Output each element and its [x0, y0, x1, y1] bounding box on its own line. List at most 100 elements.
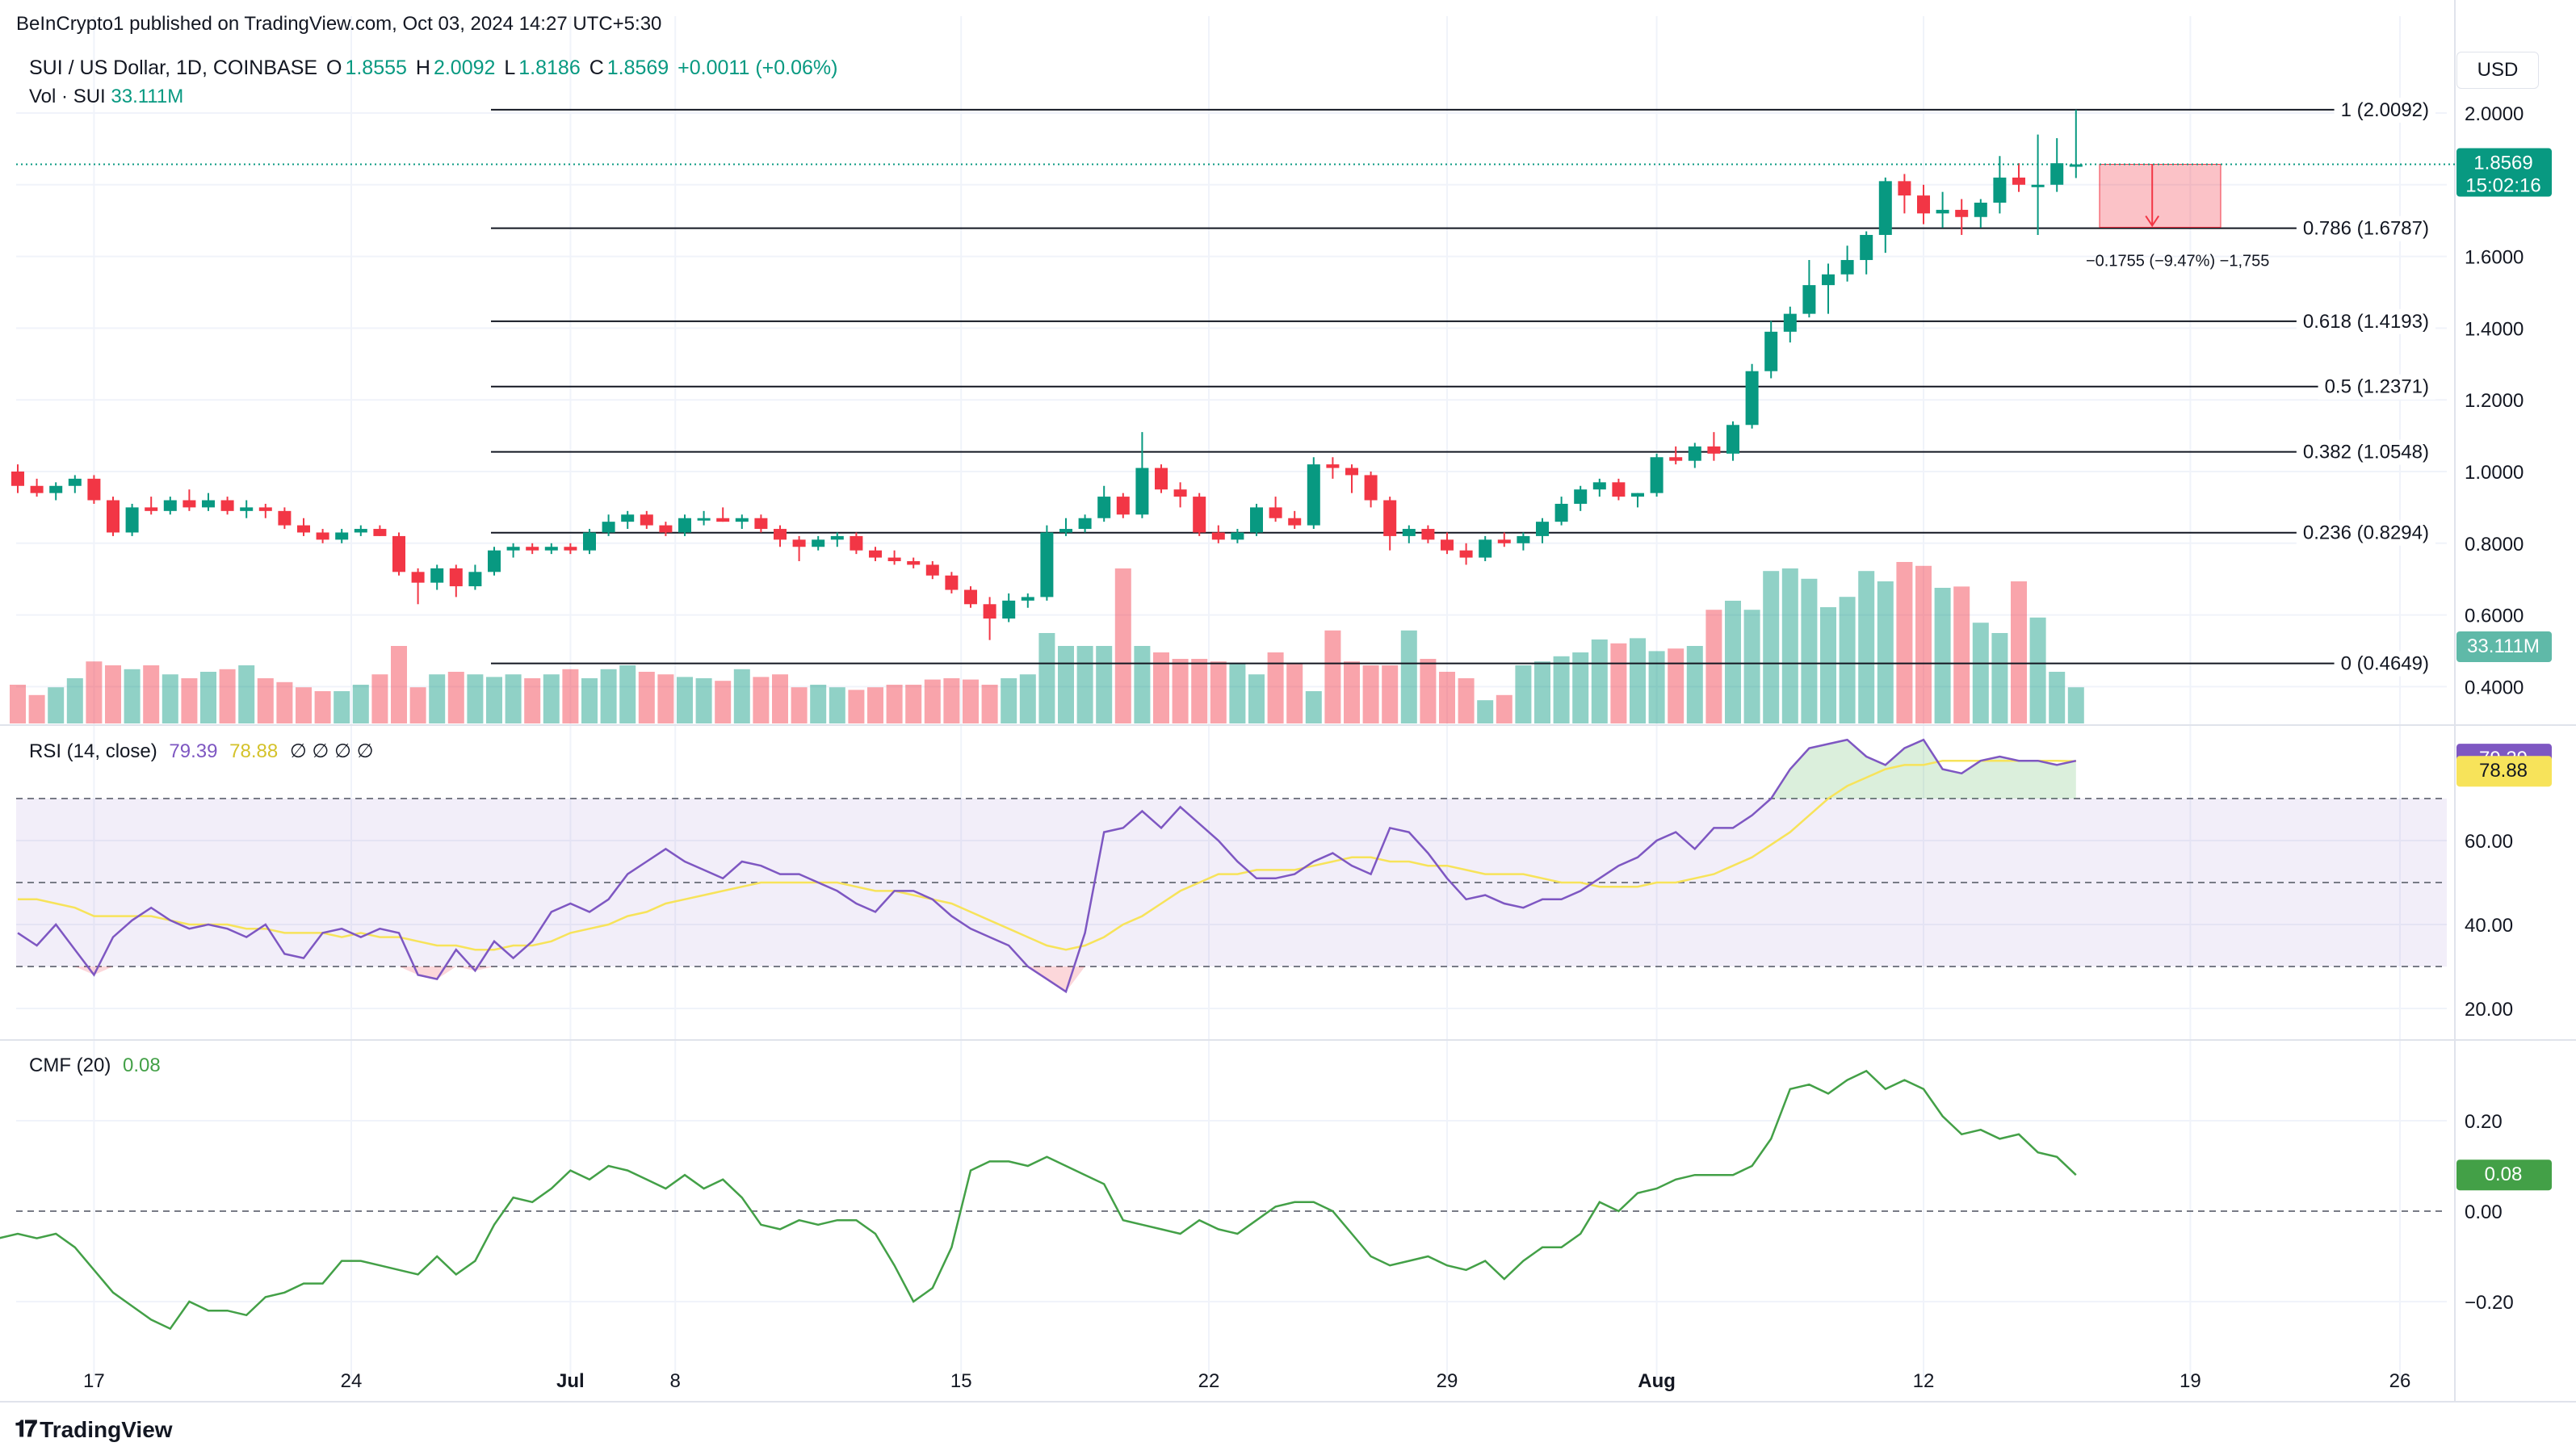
candle-body — [869, 550, 882, 558]
volume-bar — [1934, 588, 1951, 723]
candle-body — [373, 529, 387, 536]
rsi-legend[interactable]: RSI (14, close) 79.39 78.88 ∅ ∅ ∅ ∅ — [29, 740, 374, 763]
fib-label-bg — [2334, 97, 2435, 123]
candle-body — [812, 539, 825, 547]
price-range-measure[interactable]: −0.1755 (−9.47%) −1,755 — [16, 163, 2455, 270]
candle-body — [1517, 535, 1530, 543]
last-price-tag: 15:02:16 — [2465, 175, 2540, 197]
candle-body — [1326, 464, 1340, 468]
fibonacci-retracement[interactable]: 1 (2.0092) 0.786 (1.6787) 0.618 (1.4193) 0.… — [491, 97, 2435, 677]
candle-body — [335, 532, 349, 540]
candle-body — [754, 518, 768, 530]
cmf-tag-bg — [2456, 1159, 2552, 1191]
pane-separators — [0, 0, 2576, 1403]
volume-bar — [791, 687, 808, 723]
candle-body — [907, 561, 921, 565]
candle-body — [1307, 464, 1320, 526]
volume-bar — [1210, 661, 1227, 723]
volume-bar — [867, 687, 883, 723]
low-label: L — [504, 57, 516, 79]
candle-body — [1231, 532, 1244, 540]
candle-body — [1097, 497, 1111, 518]
time-tick-label: 15 — [950, 1370, 972, 1392]
volume-bar — [467, 674, 484, 723]
candle-body — [1441, 539, 1454, 551]
candle-body — [1783, 313, 1797, 332]
volume-bar — [1172, 659, 1189, 723]
volume-bar — [1153, 652, 1169, 723]
candle-body — [1364, 475, 1378, 501]
volume-bar — [1019, 674, 1036, 723]
volume-bar — [181, 678, 198, 723]
volume-bar — [391, 646, 407, 723]
volume-bar — [1362, 665, 1379, 723]
candle-body — [735, 518, 749, 522]
candle-body — [1574, 489, 1588, 504]
candle-body — [2069, 164, 2083, 167]
cmf-tag: 0.08 — [2485, 1164, 2523, 1185]
measure-label: −0.1755 (−9.47%) −1,755 — [2086, 252, 2269, 270]
volume-bar — [1610, 643, 1627, 723]
volume-bar — [695, 678, 712, 723]
time-tick-label: 26 — [2389, 1370, 2411, 1392]
high-label: H — [415, 57, 430, 79]
rsi-ma-value: 78.88 — [229, 740, 279, 762]
volume-bar — [1248, 674, 1265, 723]
volume-bar — [105, 665, 121, 723]
candle-body — [1040, 532, 1054, 598]
volume-bar — [562, 669, 579, 723]
volume-bar — [1076, 646, 1093, 723]
candle-body — [1917, 195, 1930, 214]
candle-body — [526, 547, 539, 551]
volume-bar — [1553, 656, 1570, 723]
fib-level-label: 0.382 (1.0548) — [2303, 442, 2429, 463]
cmf-line — [0, 1069, 2077, 1331]
candle-body — [697, 518, 711, 521]
tradingview-logo[interactable]: 𝟏𝟕 TradingView — [15, 1416, 173, 1443]
tradingview-logo-text: TradingView — [40, 1416, 173, 1442]
price-axis[interactable]: 2.0000 1.6000 1.4000 1.2000 1.0000 0.8000 0.60… — [2465, 103, 2524, 1314]
candle-body — [945, 575, 959, 590]
volume-bar — [86, 661, 103, 723]
candle-body — [640, 514, 653, 526]
candle-body — [1764, 331, 1778, 371]
volume-bar — [48, 687, 65, 723]
currency-button[interactable]: USD — [2456, 52, 2539, 89]
candle-body — [1497, 539, 1511, 543]
volume-bar — [733, 669, 750, 723]
candle-body — [258, 507, 272, 511]
candle-body — [30, 485, 44, 493]
volume-bar — [1820, 607, 1836, 723]
candle-body — [1155, 468, 1168, 490]
volume-bar — [1496, 694, 1512, 723]
candle-body — [411, 572, 425, 583]
volume-bar — [677, 677, 693, 723]
candle-body — [240, 507, 254, 511]
candle-body — [1860, 234, 1873, 261]
volume-bar — [848, 690, 865, 723]
rsi-tick-label: 40.00 — [2465, 915, 2513, 937]
close-value: 1.8569 — [606, 57, 669, 79]
volume-bar — [943, 678, 960, 723]
candle-body — [183, 500, 196, 508]
volume-bar — [28, 694, 45, 723]
candle-body — [278, 510, 292, 526]
candle-body — [925, 564, 939, 576]
candle-body — [1250, 507, 1263, 533]
volume-bar — [66, 678, 83, 723]
volume-bar — [1458, 678, 1475, 723]
candle-body — [983, 604, 996, 619]
cmf-tick-label: 0.20 — [2465, 1111, 2503, 1133]
volume-bar — [924, 679, 941, 723]
fib-label-bg — [2296, 439, 2435, 465]
time-tick-label: 8 — [670, 1370, 681, 1392]
cmf-legend[interactable]: CMF (20) 0.08 — [29, 1055, 161, 1077]
fib-level-label: 0.786 (1.6787) — [2303, 218, 2429, 240]
time-axis[interactable]: 1724Jul8152229Aug121926Sep91623Oct14 — [83, 1370, 2576, 1392]
volume-bar — [334, 691, 350, 723]
candle-body — [506, 547, 520, 551]
volume-bar — [1972, 623, 1989, 723]
volume-bar — [296, 687, 312, 723]
candle-body — [1002, 600, 1016, 619]
